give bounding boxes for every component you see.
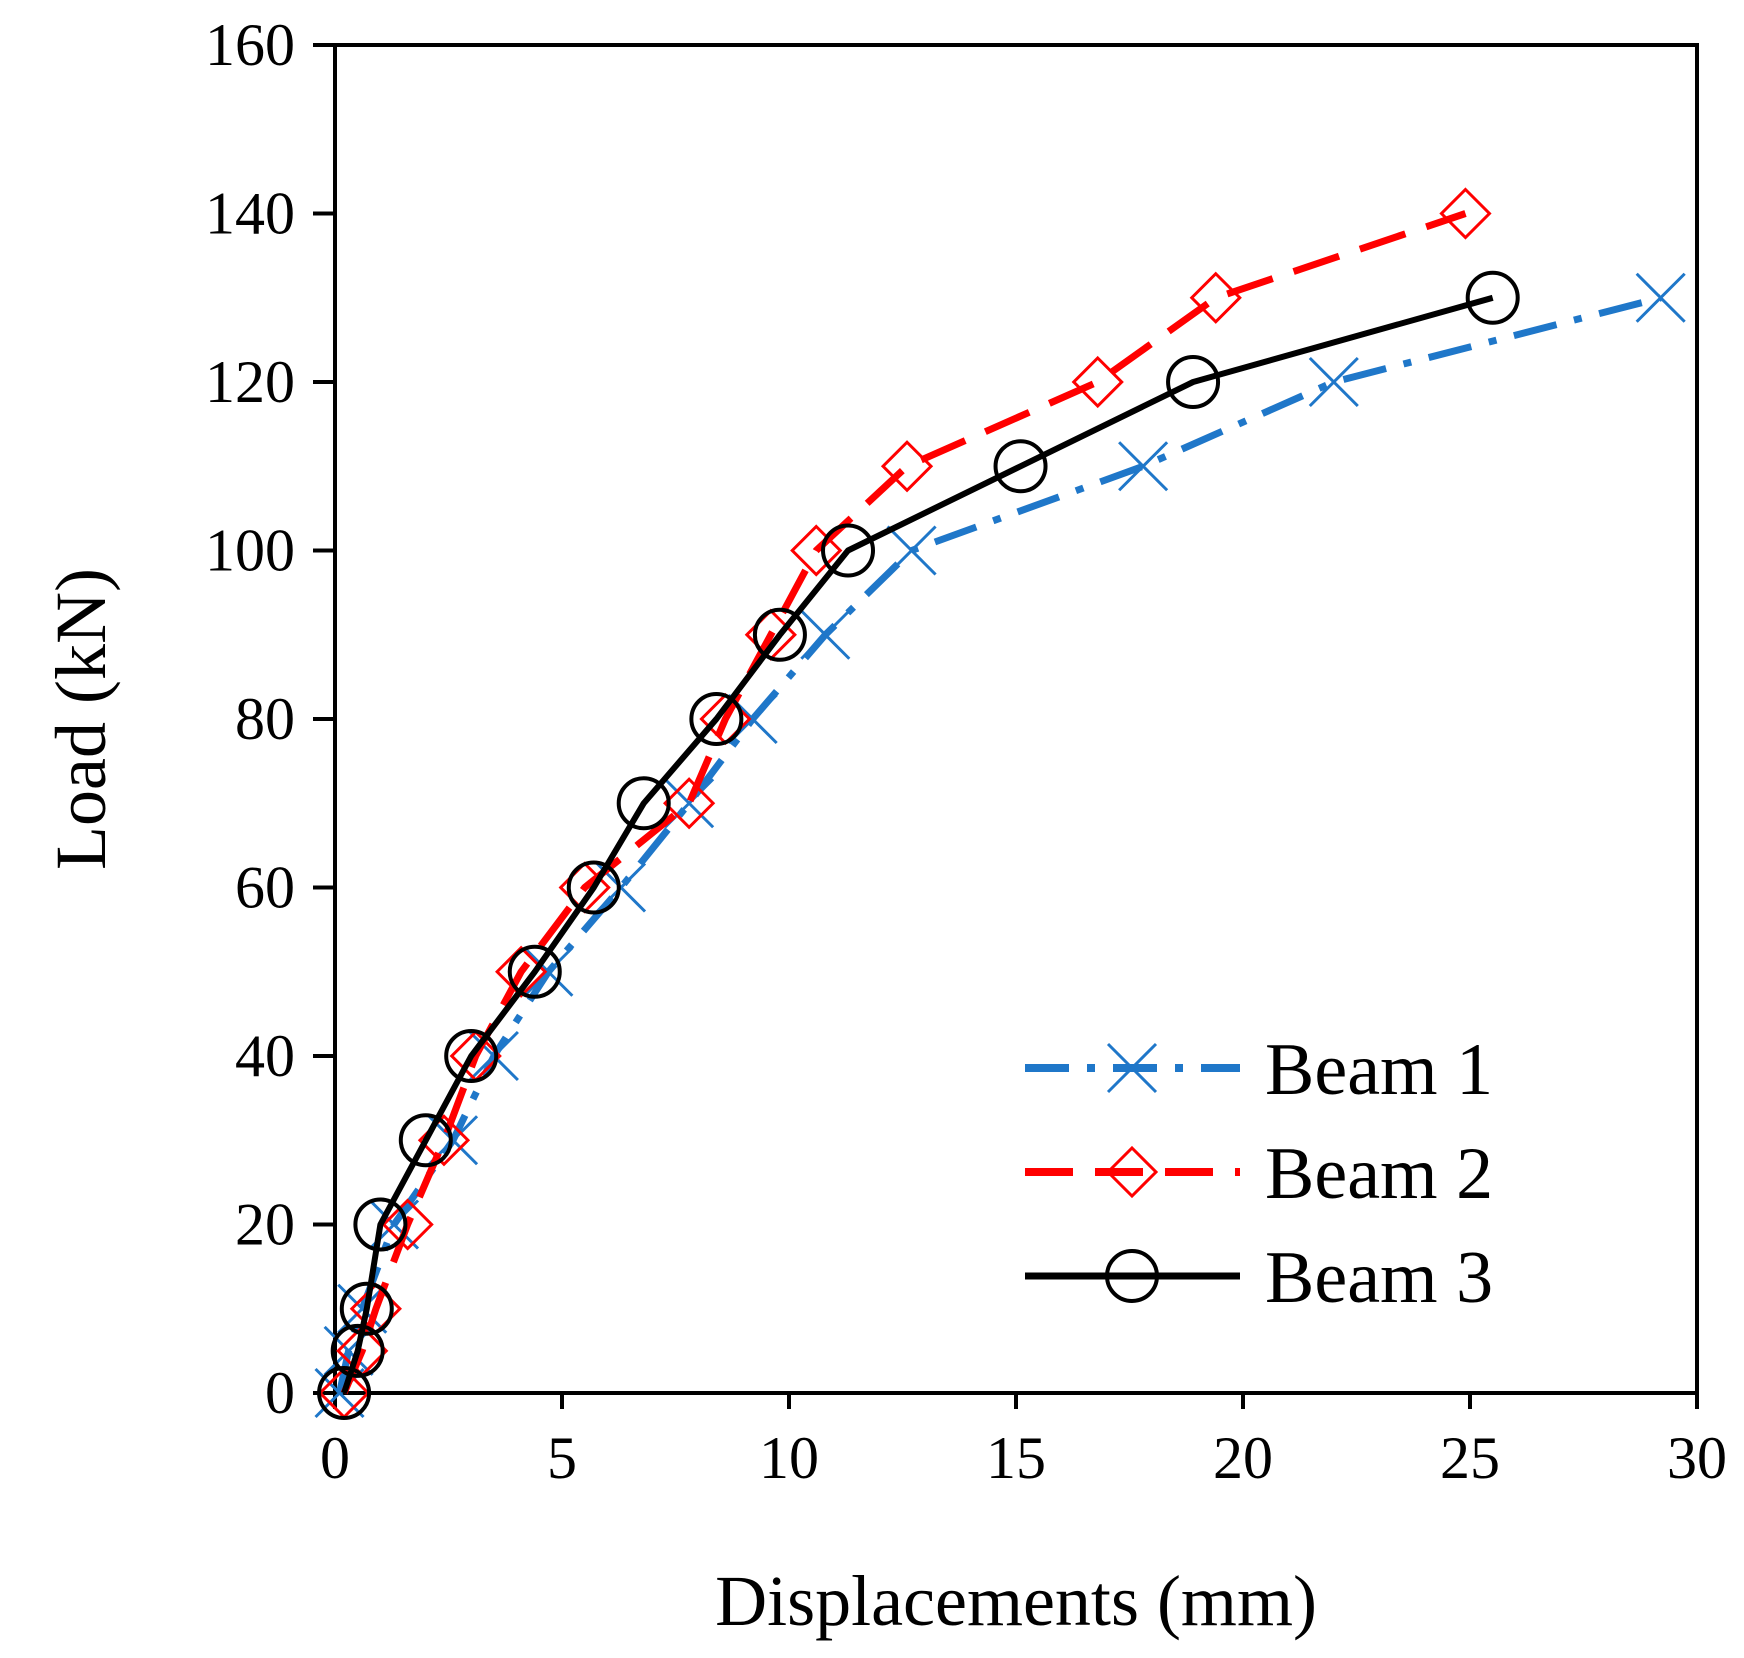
data-point (1189, 271, 1242, 324)
x-tick-label: 10 (759, 1425, 819, 1491)
data-point (381, 1198, 434, 1251)
y-tick-label: 160 (205, 12, 295, 78)
data-point (993, 439, 1048, 494)
data-point (1166, 355, 1221, 409)
data-point (330, 1323, 385, 1378)
data-point (821, 523, 876, 578)
data-point (1439, 187, 1492, 240)
y-tick-label: 100 (205, 518, 295, 584)
data-point (886, 525, 937, 576)
y-axis-title: Load (kN) (41, 568, 121, 870)
data-point (507, 944, 562, 999)
y-tick-label: 0 (265, 1360, 295, 1426)
y-axis-ticks: 0 20 40 60 80 100 120 140 160 (205, 12, 335, 1426)
data-point (1118, 441, 1169, 492)
data-point (398, 1113, 453, 1168)
series-3 (317, 270, 1520, 1420)
y-tick-label: 80 (235, 686, 295, 752)
y-tick-label: 40 (235, 1023, 295, 1089)
data-point (662, 777, 716, 830)
data-point (1635, 272, 1686, 323)
legend-marker-swatch (1105, 1249, 1159, 1303)
data-point (1308, 356, 1359, 408)
data-point (1465, 270, 1520, 325)
series-line (341, 294, 1494, 1394)
data-point (468, 1030, 519, 1082)
x-tick-label: 20 (1213, 1425, 1273, 1491)
x-axis-title: Displacements (mm) (715, 1561, 1317, 1641)
data-point (317, 1366, 372, 1420)
x-tick-label: 0 (320, 1425, 350, 1491)
x-tick-label: 30 (1667, 1425, 1727, 1491)
x-axis-ticks: 0 5 10 15 20 25 30 (320, 1393, 1727, 1491)
legend-item-beam-1: Beam 1 (1025, 1029, 1493, 1111)
x-tick-label: 25 (1440, 1425, 1500, 1491)
data-point (752, 607, 807, 662)
legend-item-beam-2: Beam 2 (1025, 1133, 1493, 1215)
legend-label: Beam 2 (1265, 1133, 1493, 1215)
data-point (800, 609, 851, 660)
y-tick-label: 120 (205, 349, 295, 415)
data-point (790, 524, 843, 577)
data-point (523, 946, 574, 997)
data-point (689, 692, 744, 746)
series-2 (317, 187, 1492, 1420)
data-point (339, 1281, 394, 1336)
series-line (336, 294, 1662, 1394)
data-point (566, 860, 621, 915)
y-tick-label: 60 (235, 855, 295, 921)
data-point (353, 1197, 408, 1252)
data-point (616, 776, 671, 831)
legend-label: Beam 1 (1265, 1029, 1493, 1111)
legend-marker-swatch (1105, 1145, 1159, 1199)
data-point (1071, 355, 1124, 409)
legend: Beam 1 Beam 2 Beam 3 (1025, 1029, 1493, 1319)
x-tick-label: 15 (986, 1425, 1046, 1491)
series-group (314, 187, 1686, 1420)
data-point (880, 440, 934, 493)
data-point (444, 1029, 499, 1083)
y-tick-label: 140 (205, 181, 295, 247)
x-tick-label: 5 (547, 1425, 577, 1491)
y-tick-label: 20 (235, 1192, 295, 1258)
series-line (340, 210, 1467, 1395)
legend-label: Beam 3 (1265, 1237, 1493, 1319)
legend-item-beam-3: Beam 3 (1025, 1237, 1493, 1319)
legend-marker-swatch (1106, 1042, 1158, 1094)
